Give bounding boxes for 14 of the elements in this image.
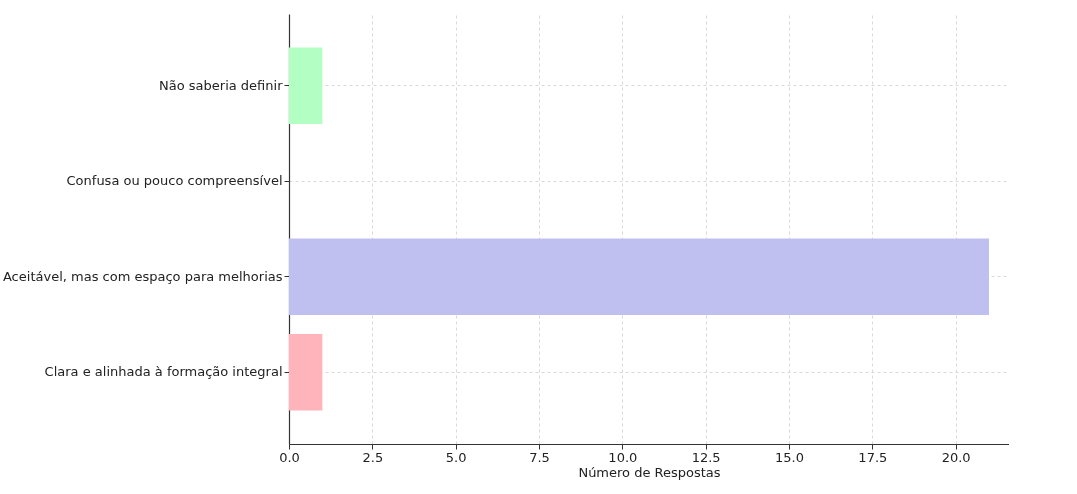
x-tick-label: 5.0 (445, 449, 467, 465)
y-tick-label: Confusa ou pouco compreensível (66, 173, 283, 189)
y-tick-label: Aceitável, mas com espaço para melhorias (2, 268, 283, 284)
x-tick-label: 17.5 (858, 449, 888, 465)
x-tick-label: 20.0 (941, 449, 971, 465)
x-tick-label: 12.5 (691, 449, 721, 465)
y-tick-label: Não saberia definir (159, 77, 284, 93)
x-tick-label: 15.0 (775, 449, 804, 465)
x-axis-title: Número de Respostas (578, 464, 721, 480)
x-tick-label: 10.0 (608, 449, 638, 465)
x-tick-label: 7.5 (529, 449, 550, 465)
x-tick-label: 0.0 (279, 449, 300, 465)
y-tick-label: Clara e alinhada à formação integral (44, 364, 283, 380)
x-tick-label: 2.5 (362, 449, 384, 465)
